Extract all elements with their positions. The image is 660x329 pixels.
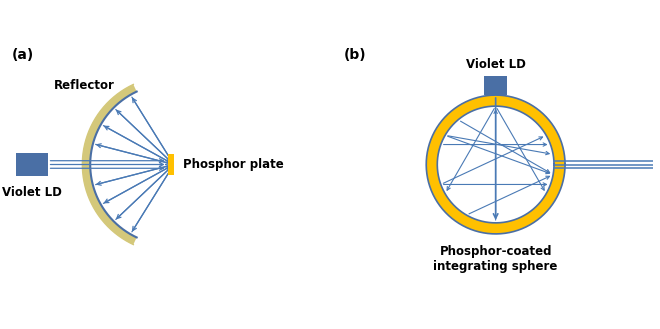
Text: Phosphor plate: Phosphor plate [183, 158, 284, 171]
Text: (a): (a) [11, 48, 34, 62]
Text: (b): (b) [345, 48, 367, 62]
Bar [16, 153, 48, 176]
Text: Violet LD: Violet LD [2, 186, 62, 199]
Text: Phosphor-coated
integrating sphere: Phosphor-coated integrating sphere [434, 245, 558, 273]
Text: Violet LD: Violet LD [466, 59, 525, 71]
Bar [484, 76, 508, 95]
Polygon shape [426, 95, 565, 234]
Polygon shape [82, 85, 137, 244]
Bar [168, 154, 174, 175]
Text: Reflector: Reflector [54, 79, 115, 92]
